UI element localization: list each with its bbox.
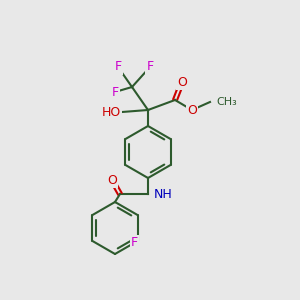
Text: HO: HO: [102, 106, 121, 118]
Text: F: F: [111, 85, 118, 98]
Text: F: F: [114, 61, 122, 74]
Text: F: F: [146, 61, 154, 74]
Text: NH: NH: [154, 188, 173, 200]
Text: O: O: [177, 76, 187, 88]
Text: F: F: [131, 236, 138, 250]
Text: CH₃: CH₃: [216, 97, 237, 107]
Text: O: O: [187, 103, 197, 116]
Text: O: O: [107, 173, 117, 187]
